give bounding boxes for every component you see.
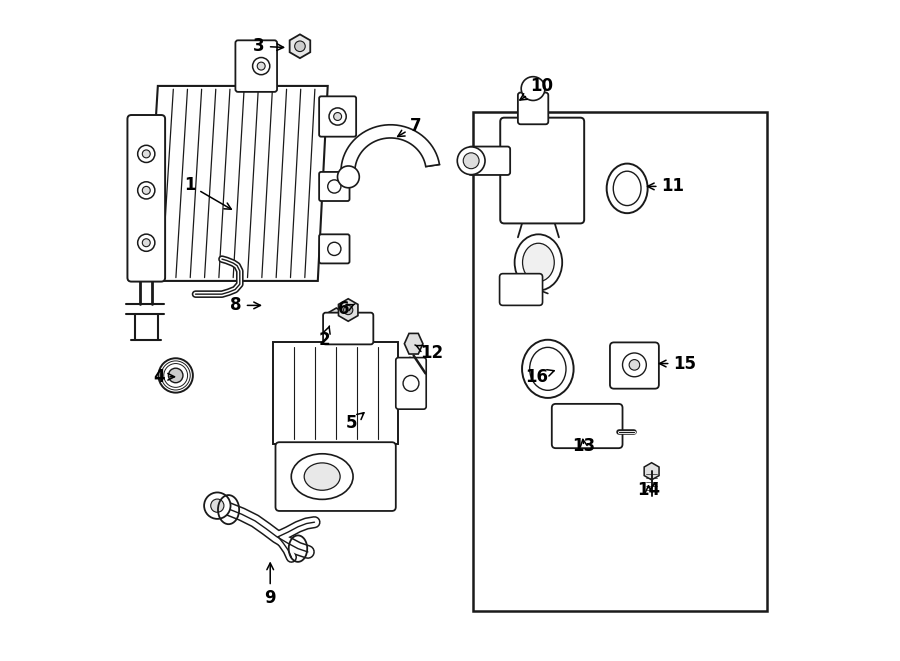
Text: 12: 12 bbox=[415, 344, 444, 362]
Circle shape bbox=[457, 147, 485, 175]
Circle shape bbox=[403, 375, 418, 391]
Bar bbox=[473, 112, 768, 611]
Text: 5: 5 bbox=[346, 412, 364, 432]
FancyBboxPatch shape bbox=[275, 442, 396, 511]
Circle shape bbox=[204, 492, 230, 519]
FancyBboxPatch shape bbox=[128, 115, 165, 282]
Polygon shape bbox=[341, 125, 439, 179]
Circle shape bbox=[623, 353, 646, 377]
Text: 6: 6 bbox=[338, 300, 355, 319]
Circle shape bbox=[338, 166, 359, 188]
Text: 8: 8 bbox=[230, 296, 260, 315]
Text: 16: 16 bbox=[525, 368, 554, 386]
Circle shape bbox=[328, 180, 341, 193]
Circle shape bbox=[138, 234, 155, 251]
Polygon shape bbox=[146, 86, 328, 281]
Circle shape bbox=[521, 77, 545, 100]
Circle shape bbox=[158, 358, 193, 393]
FancyBboxPatch shape bbox=[500, 274, 543, 305]
FancyBboxPatch shape bbox=[236, 40, 277, 92]
Ellipse shape bbox=[292, 453, 353, 500]
FancyBboxPatch shape bbox=[552, 404, 623, 448]
FancyBboxPatch shape bbox=[518, 93, 548, 124]
Ellipse shape bbox=[613, 171, 641, 206]
Ellipse shape bbox=[530, 348, 566, 390]
Text: 15: 15 bbox=[660, 354, 697, 373]
Circle shape bbox=[329, 108, 346, 125]
FancyBboxPatch shape bbox=[469, 147, 510, 175]
Circle shape bbox=[168, 368, 183, 383]
Text: 7: 7 bbox=[398, 116, 422, 137]
FancyBboxPatch shape bbox=[273, 342, 399, 444]
Polygon shape bbox=[290, 34, 310, 58]
Text: 11: 11 bbox=[647, 177, 685, 196]
Polygon shape bbox=[404, 333, 423, 354]
Circle shape bbox=[294, 41, 305, 52]
Circle shape bbox=[328, 243, 341, 256]
FancyBboxPatch shape bbox=[396, 358, 427, 409]
Ellipse shape bbox=[304, 463, 340, 490]
FancyBboxPatch shape bbox=[320, 97, 356, 137]
Ellipse shape bbox=[523, 243, 554, 282]
Circle shape bbox=[257, 62, 266, 70]
Polygon shape bbox=[327, 308, 346, 329]
Text: 14: 14 bbox=[637, 481, 661, 500]
Polygon shape bbox=[338, 299, 358, 321]
FancyBboxPatch shape bbox=[500, 118, 584, 223]
FancyBboxPatch shape bbox=[610, 342, 659, 389]
Text: 4: 4 bbox=[153, 368, 175, 386]
Circle shape bbox=[464, 153, 479, 169]
Circle shape bbox=[138, 145, 155, 163]
Circle shape bbox=[142, 150, 150, 158]
Text: 1: 1 bbox=[184, 176, 231, 210]
Circle shape bbox=[629, 360, 640, 370]
Ellipse shape bbox=[607, 164, 648, 214]
Text: 10: 10 bbox=[520, 77, 554, 100]
Circle shape bbox=[138, 182, 155, 199]
Polygon shape bbox=[644, 463, 659, 480]
Circle shape bbox=[344, 305, 353, 315]
Text: 9: 9 bbox=[265, 563, 276, 607]
Ellipse shape bbox=[515, 234, 562, 290]
FancyBboxPatch shape bbox=[323, 313, 373, 344]
Text: 2: 2 bbox=[319, 326, 330, 350]
FancyBboxPatch shape bbox=[320, 172, 349, 201]
Circle shape bbox=[253, 58, 270, 75]
Circle shape bbox=[334, 112, 342, 120]
Circle shape bbox=[142, 239, 150, 247]
Text: 13: 13 bbox=[572, 437, 596, 455]
FancyBboxPatch shape bbox=[320, 235, 349, 264]
Text: 3: 3 bbox=[253, 37, 284, 56]
Ellipse shape bbox=[522, 340, 573, 398]
Circle shape bbox=[211, 499, 224, 512]
Circle shape bbox=[142, 186, 150, 194]
